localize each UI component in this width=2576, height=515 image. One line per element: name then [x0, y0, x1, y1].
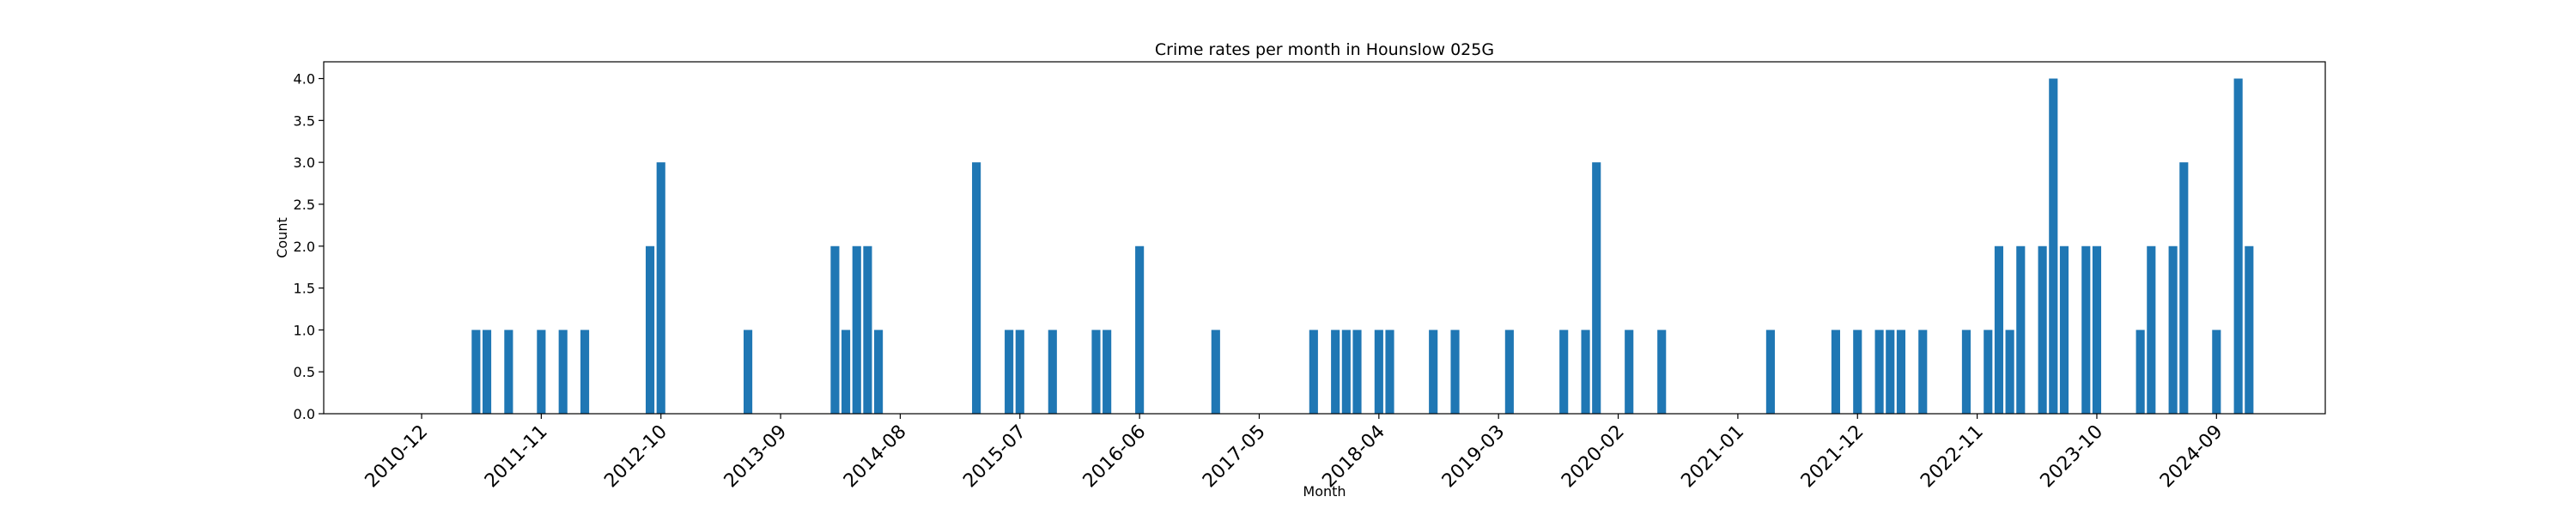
bar: [2016, 245, 2026, 414]
x-tick-label: 2010-12: [361, 421, 433, 493]
x-tick-label: 2024-09: [2156, 421, 2227, 493]
bar: [1559, 330, 1569, 414]
x-tick-label: 2020-02: [1558, 421, 1629, 493]
bar: [852, 245, 861, 414]
bar: [1853, 330, 1862, 414]
bar: [1984, 330, 1993, 414]
bar: [744, 330, 753, 414]
bar: [1091, 330, 1101, 414]
bar: [1331, 330, 1340, 414]
x-tick-label: 2012-10: [600, 421, 671, 493]
bar: [1309, 330, 1318, 414]
bar: [1874, 330, 1884, 414]
bar: [841, 330, 851, 414]
bar: [1581, 330, 1590, 414]
bar: [2059, 245, 2069, 414]
y-tick-label: 2.5: [294, 197, 315, 213]
bar: [1657, 330, 1667, 414]
bar: [874, 330, 884, 414]
bar: [1625, 330, 1634, 414]
bar: [2136, 330, 2145, 414]
chart-title: Crime rates per month in Hounslow 025G: [1155, 40, 1494, 59]
y-tick-label: 1.0: [294, 322, 315, 338]
x-axis-label: Month: [1303, 483, 1346, 500]
x-tick-label: 2019-03: [1438, 421, 1510, 493]
y-axis: 0.0 0.5 1.0 1.5 2.0 2.5 3.0 3.5 4.0: [294, 71, 324, 422]
bar: [972, 162, 981, 414]
bar: [1211, 330, 1220, 414]
bar: [863, 245, 872, 414]
bar: [2081, 245, 2091, 414]
bar: [656, 162, 665, 414]
y-tick-label: 3.0: [294, 154, 315, 171]
y-tick-label: 2.0: [294, 239, 315, 255]
bar: [1592, 162, 1601, 414]
bar: [1886, 330, 1895, 414]
bar: [1450, 330, 1460, 414]
bar: [1504, 330, 1514, 414]
bar: [1352, 330, 1362, 414]
x-tick-label: 2022-11: [1917, 421, 1988, 493]
x-tick-label: 2023-10: [2037, 421, 2108, 493]
y-axis-label: Count: [274, 217, 290, 258]
x-tick-label: 2011-11: [481, 421, 552, 493]
bar: [1994, 245, 2004, 414]
y-tick-label: 0.0: [294, 406, 315, 422]
bar: [504, 330, 513, 414]
bar: [558, 330, 568, 414]
bar: [1374, 330, 1383, 414]
bar: [1961, 330, 1971, 414]
x-tick-label: 2021-12: [1797, 421, 1868, 493]
bar: [1135, 245, 1145, 414]
x-tick-label: 2018-04: [1318, 421, 1389, 493]
bar: [1341, 330, 1351, 414]
bar: [471, 330, 481, 414]
x-tick-label: 2016-06: [1079, 421, 1151, 493]
bar: [1831, 330, 1840, 414]
bar: [2147, 245, 2156, 414]
plot-area: [323, 61, 2326, 415]
bar: [482, 330, 492, 414]
y-tick-label: 0.5: [294, 364, 315, 380]
x-tick-label: 2015-07: [959, 421, 1030, 493]
x-axis: 2010-12 2011-11 2012-10 2013-09 2014-08 2015-…: [361, 414, 2227, 492]
bar: [1015, 330, 1024, 414]
bar: [537, 330, 546, 414]
bar: [1385, 330, 1394, 414]
bar: [2005, 330, 2014, 414]
bar: [1005, 330, 1014, 414]
y-tick-label: 3.5: [294, 112, 315, 129]
bar: [2168, 245, 2178, 414]
y-tick-label: 4.0: [294, 71, 315, 88]
bar: [1918, 330, 1928, 414]
x-tick-label: 2013-09: [720, 421, 792, 493]
bar: [2038, 245, 2047, 414]
bar: [1048, 330, 1057, 414]
bar: [2233, 78, 2243, 415]
bar: [2245, 245, 2254, 414]
bar: [1429, 330, 1438, 414]
x-tick-label: 2014-08: [840, 421, 911, 493]
x-tick-label: 2021-01: [1677, 421, 1748, 493]
bar: [2179, 162, 2189, 414]
y-tick-label: 1.5: [294, 281, 315, 297]
bar: [580, 330, 590, 414]
bar: [2092, 245, 2102, 414]
bar: [1103, 330, 1112, 414]
bar: [2049, 78, 2058, 415]
x-tick-label: 2017-05: [1199, 421, 1270, 493]
bar: [830, 245, 840, 414]
bar: [1765, 330, 1775, 414]
bar: [645, 245, 655, 414]
bars-group: [471, 78, 2254, 415]
bar: [2212, 330, 2221, 414]
bar: [1896, 330, 1905, 414]
